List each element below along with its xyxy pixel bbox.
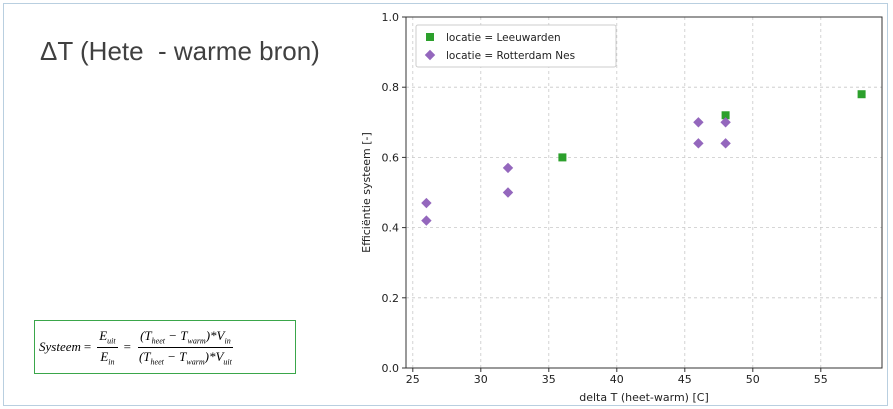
leeuwarden-point bbox=[857, 90, 866, 99]
formula-equals-2: = bbox=[123, 339, 131, 354]
y-tick-label: 0.6 bbox=[382, 151, 400, 164]
formula-temperature-denominator: (Theet − Twarm)*Vuit bbox=[138, 348, 232, 367]
x-tick-label: 40 bbox=[610, 373, 624, 386]
slide-title: ΔT (Hete - warme bron) bbox=[40, 36, 320, 66]
x-tick-label: 35 bbox=[542, 373, 556, 386]
y-axis-label: Efficiëntie systeem [-] bbox=[360, 132, 373, 253]
rotterdam-point bbox=[693, 138, 704, 149]
legend-label: locatie = Rotterdam Nes bbox=[446, 50, 575, 62]
formula-energy-denominator: Ein bbox=[100, 348, 115, 367]
slide-frame bbox=[3, 3, 888, 406]
x-tick-label: 45 bbox=[678, 373, 692, 386]
y-tick-label: 0.4 bbox=[382, 222, 400, 235]
x-tick-label: 50 bbox=[746, 373, 760, 386]
formula-fraction-energy: Euit Ein bbox=[97, 327, 118, 367]
rotterdam-point bbox=[693, 117, 704, 128]
y-tick-label: 0.0 bbox=[382, 362, 400, 375]
x-tick-label: 55 bbox=[814, 373, 828, 386]
rotterdam-point bbox=[720, 117, 731, 128]
efficiency-formula: Systeem = Euit Ein = (Theet − Twarm)*Vin… bbox=[34, 320, 296, 374]
legend-label: locatie = Leeuwarden bbox=[446, 32, 561, 44]
formula-energy-numerator: Euit bbox=[97, 327, 118, 348]
rotterdam-point bbox=[502, 187, 514, 198]
x-tick-label: 30 bbox=[474, 373, 488, 386]
legend-box bbox=[415, 24, 617, 68]
leeuwarden-point bbox=[558, 153, 567, 162]
formula-fraction-temperature: (Theet − Twarm)*Vin (Theet − Twarm)*Vuit bbox=[137, 328, 234, 366]
rotterdam-point bbox=[720, 138, 731, 149]
y-tick-label: 0.2 bbox=[382, 292, 400, 305]
formula-equals-1: = bbox=[83, 339, 92, 354]
x-axis-label: delta T (heet-warm) [C] bbox=[579, 391, 709, 404]
rotterdam-point bbox=[421, 215, 432, 226]
chart-legend: locatie = Leeuwarden locatie = Rotterdam … bbox=[415, 24, 617, 68]
point-layer bbox=[421, 90, 866, 226]
legend-marker-leeuwarden bbox=[426, 33, 434, 41]
grid-layer bbox=[406, 16, 882, 369]
y-tick-label: 1.0 bbox=[382, 11, 400, 24]
formula-temperature-numerator: (Theet − Twarm)*Vin bbox=[138, 327, 233, 348]
plot-frame bbox=[405, 16, 883, 369]
legend-marker-rotterdam bbox=[424, 49, 436, 61]
formula-lhs: Systeem bbox=[39, 339, 81, 354]
tick-layer: 25 30 35 40 45 50 55 0.0 0.2 0.4 0.6 0.8 1.0 bbox=[382, 11, 828, 386]
y-tick-label: 0.8 bbox=[382, 81, 400, 94]
rotterdam-point bbox=[502, 162, 514, 174]
x-tick-label: 25 bbox=[406, 373, 420, 386]
leeuwarden-point bbox=[721, 111, 730, 120]
rotterdam-point bbox=[421, 197, 432, 209]
